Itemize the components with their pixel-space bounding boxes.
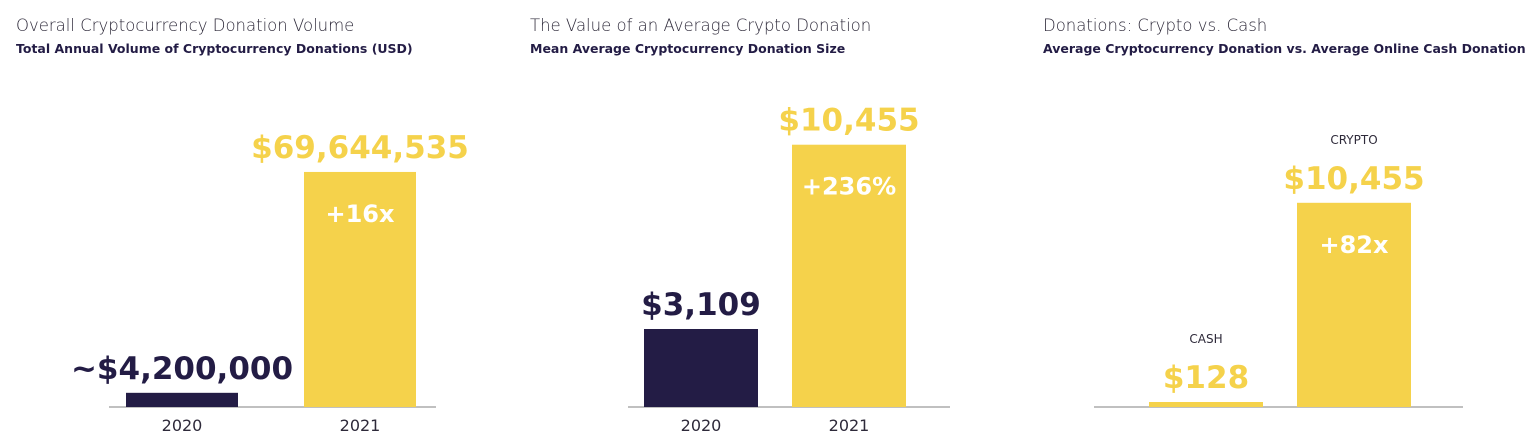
bar-top-label: CASH: [1189, 332, 1222, 346]
bar-chart-volume: ~$4,200,000 2020 $69,644,535 +16x 2021: [71, 130, 469, 435]
value-label: $69,644,535: [251, 130, 469, 166]
chart-panel-average: The Value of an Average Crypto Donation …: [530, 0, 1010, 435]
category-label: 2020: [681, 416, 722, 435]
bar-0: [644, 329, 758, 407]
bar-inner-label: +236%: [802, 173, 896, 201]
bar-1: [304, 171, 416, 407]
bar-inner-label: +16x: [326, 200, 396, 228]
bar-1: [792, 144, 906, 408]
bar-inner-label: +82x: [1320, 231, 1390, 259]
bar-top-label: CRYPTO: [1330, 133, 1377, 147]
bar-1: [1297, 202, 1411, 407]
value-label: $3,109: [641, 287, 761, 323]
category-label: 2020: [162, 416, 203, 435]
chart-title: Donations: Crypto vs. Cash: [1043, 16, 1268, 35]
value-label: $10,455: [778, 103, 919, 139]
chart-subtitle: Mean Average Cryptocurrency Donation Siz…: [530, 41, 846, 56]
value-label: $10,455: [1283, 161, 1424, 197]
bar-chart-average: $3,109 2020 $10,455 +236% 2021: [628, 103, 950, 435]
value-label: $128: [1163, 360, 1249, 396]
chart-panel-volume: Overall Cryptocurrency Donation Volume T…: [16, 0, 496, 435]
value-label: ~$4,200,000: [71, 351, 293, 387]
bar-0: [1149, 402, 1263, 407]
chart-panel-crypto-vs-cash: Donations: Crypto vs. Cash Average Crypt…: [1043, 0, 1526, 435]
category-label: 2021: [829, 416, 870, 435]
bar-chart-crypto-vs-cash: $128 CASH $10,455 +82x CRYPTO: [1094, 133, 1463, 408]
category-label: 2021: [340, 416, 381, 435]
bar-0: [126, 392, 238, 407]
chart-subtitle: Total Annual Volume of Cryptocurrency Do…: [16, 41, 413, 56]
chart-subtitle: Average Cryptocurrency Donation vs. Aver…: [1043, 41, 1526, 56]
chart-title: Overall Cryptocurrency Donation Volume: [16, 16, 355, 35]
chart-title: The Value of an Average Crypto Donation: [530, 16, 872, 35]
